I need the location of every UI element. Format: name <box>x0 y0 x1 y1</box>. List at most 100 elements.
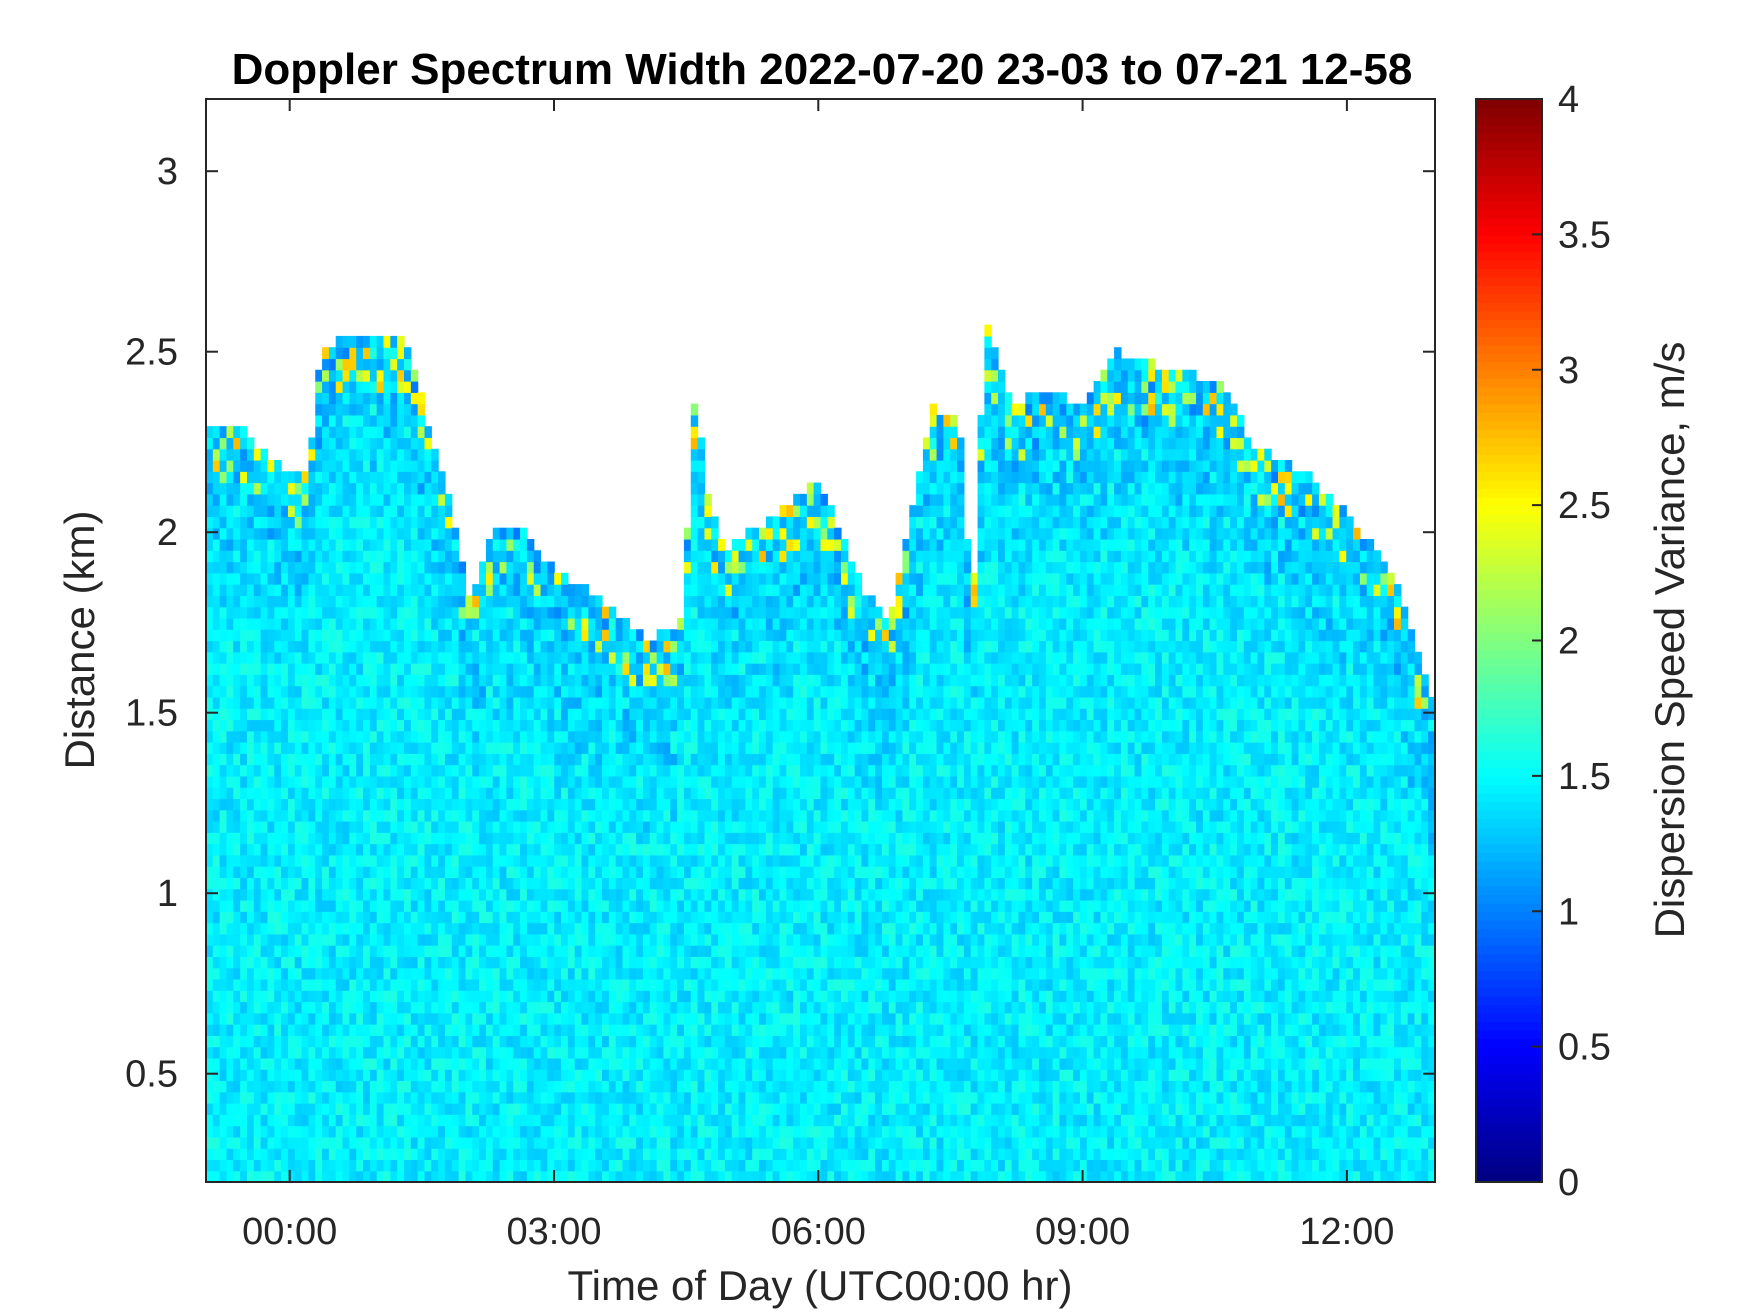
heatmap-cell <box>315 1012 323 1025</box>
heatmap-cell <box>738 911 746 924</box>
heatmap-cell <box>533 933 542 946</box>
heatmap-cell <box>506 674 514 687</box>
heatmap-cell <box>417 866 426 879</box>
heatmap-cell <box>315 1114 323 1127</box>
heatmap-cell <box>704 877 712 890</box>
heatmap-cell <box>540 945 548 957</box>
heatmap-cell <box>513 561 521 574</box>
heatmap-cell <box>301 899 310 912</box>
heatmap-cell <box>704 922 712 935</box>
heatmap-cell <box>444 527 453 540</box>
heatmap-cell <box>417 460 426 472</box>
heatmap-cell <box>328 843 337 856</box>
heatmap-cell <box>458 1148 467 1161</box>
heatmap-cell <box>417 1103 426 1115</box>
heatmap-cell <box>390 1103 398 1115</box>
heatmap-cell <box>615 843 624 856</box>
heatmap-cell <box>431 561 439 574</box>
heatmap-cell <box>704 775 712 788</box>
heatmap-cell <box>308 753 316 766</box>
heatmap-cell <box>752 550 760 563</box>
heatmap-cell <box>752 978 760 991</box>
heatmap-cell <box>322 482 330 495</box>
heatmap-cell <box>656 730 665 743</box>
heatmap-cell <box>294 1046 303 1059</box>
heatmap-cell <box>677 1080 685 1093</box>
heatmap-cell <box>397 1035 405 1048</box>
heatmap-cell <box>458 1159 467 1172</box>
heatmap-cell <box>602 1136 610 1149</box>
heatmap-cell <box>335 832 344 845</box>
heatmap-cell <box>759 798 767 811</box>
heatmap-cell <box>704 866 712 879</box>
heatmap-cell <box>506 651 514 664</box>
heatmap-cell <box>704 1046 712 1059</box>
heatmap-cell <box>615 1012 624 1025</box>
heatmap-cell <box>615 911 624 924</box>
heatmap-cell <box>526 663 535 675</box>
heatmap-cell <box>342 990 350 1003</box>
heatmap-cell <box>683 911 692 924</box>
heatmap-cell <box>547 651 555 664</box>
heatmap-cell <box>342 369 350 382</box>
heatmap-cell <box>240 663 248 675</box>
heatmap-cell <box>397 674 405 687</box>
heatmap-cell <box>301 1103 310 1115</box>
heatmap-cell <box>281 719 289 732</box>
heatmap-cell <box>301 696 310 709</box>
heatmap-cell <box>301 922 310 935</box>
heatmap-cell <box>602 1170 610 1183</box>
heatmap-cell <box>410 764 419 777</box>
heatmap-cell <box>376 1136 385 1149</box>
heatmap-cell <box>335 1114 344 1127</box>
heatmap-cell <box>294 493 303 506</box>
heatmap-cell <box>547 663 555 675</box>
heatmap-cell <box>622 1103 630 1115</box>
heatmap-cell <box>206 978 214 991</box>
heatmap-cell <box>219 1170 228 1183</box>
heatmap-cell <box>649 809 658 822</box>
heatmap-cell <box>308 1012 316 1025</box>
heatmap-cell <box>274 742 282 754</box>
heatmap-cell <box>752 922 760 935</box>
heatmap-cell <box>574 719 583 732</box>
heatmap-cell <box>492 1125 501 1138</box>
heatmap-cell <box>547 730 555 743</box>
heatmap-cell <box>206 708 214 721</box>
heatmap-cell <box>595 1136 603 1149</box>
heatmap-cell <box>663 798 671 811</box>
heatmap-cell <box>390 1024 398 1036</box>
heatmap-cell <box>294 640 303 653</box>
heatmap-cell <box>738 674 746 687</box>
heatmap-cell <box>492 933 501 946</box>
heatmap-cell <box>315 572 323 585</box>
heatmap-cell <box>356 990 364 1003</box>
heatmap-cell <box>417 753 426 766</box>
heatmap-cell <box>581 888 589 901</box>
heatmap-cell <box>506 1035 514 1048</box>
heatmap-cell <box>383 1035 391 1048</box>
heatmap-cell <box>683 967 692 980</box>
heatmap-cell <box>301 775 310 788</box>
heatmap-cell <box>690 437 699 450</box>
heatmap-cell <box>376 708 385 721</box>
heatmap-cell <box>206 1148 214 1161</box>
heatmap-cell <box>417 787 426 800</box>
heatmap-cell <box>369 843 378 856</box>
heatmap-cell <box>308 1136 316 1149</box>
heatmap-cell <box>376 538 385 551</box>
heatmap-cell <box>567 584 576 596</box>
heatmap-cell <box>533 1091 542 1104</box>
heatmap-cell <box>561 990 569 1003</box>
heatmap-cell <box>308 1170 316 1183</box>
heatmap-cell <box>219 866 228 879</box>
heatmap-cell <box>677 899 685 912</box>
heatmap-cell <box>342 651 350 664</box>
heatmap-cell <box>622 742 630 754</box>
heatmap-cell <box>465 742 473 754</box>
heatmap-cell <box>642 809 651 822</box>
heatmap-cell <box>212 742 221 754</box>
heatmap-cell <box>567 933 576 946</box>
heatmap-cell <box>533 730 542 743</box>
heatmap-cell <box>547 629 555 642</box>
